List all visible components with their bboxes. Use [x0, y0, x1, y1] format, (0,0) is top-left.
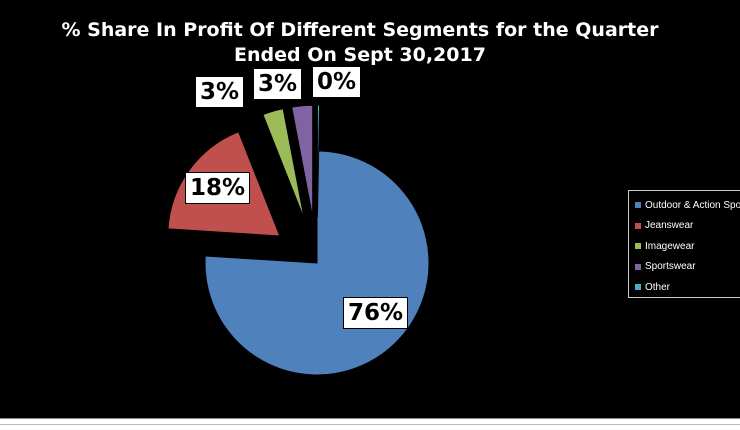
- data-label-jeanswear: 18%: [185, 172, 251, 204]
- legend-label: Other: [645, 281, 671, 293]
- pie-slice-sportswear: [291, 104, 314, 218]
- chart-frame: % Share In Profit Of Different Segments …: [0, 0, 740, 419]
- data-label-other: 0%: [312, 66, 362, 98]
- legend-swatch: [635, 222, 641, 229]
- chart-legend: Outdoor & Action Sports Jeanswear Imagew…: [628, 190, 740, 298]
- legend-swatch: [635, 284, 641, 291]
- legend-swatch: [635, 243, 641, 250]
- pie-slice-other: [316, 104, 321, 218]
- legend-label: Sportswear: [645, 261, 696, 273]
- legend-label: Jeanswear: [645, 220, 694, 232]
- data-label-outdoor: 76%: [343, 297, 409, 329]
- legend-label: Imagewear: [645, 240, 695, 252]
- legend-item-imagewear: Imagewear: [635, 236, 740, 257]
- legend-item-outdoor: Outdoor & Action Sports: [635, 195, 740, 216]
- data-label-imagewear: 3%: [195, 76, 245, 108]
- legend-item-other: Other: [635, 277, 740, 298]
- legend-label: Outdoor & Action Sports: [645, 199, 740, 211]
- data-label-sportswear: 3%: [253, 68, 303, 100]
- pie-slice-imagewear: [262, 108, 305, 220]
- legend-swatch: [635, 202, 641, 209]
- legend-item-jeanswear: Jeanswear: [635, 216, 740, 237]
- legend-item-sportswear: Sportswear: [635, 257, 740, 278]
- chart-title: % Share In Profit Of Different Segments …: [61, 19, 659, 66]
- legend-swatch: [635, 263, 641, 270]
- bottom-divider: [0, 424, 740, 425]
